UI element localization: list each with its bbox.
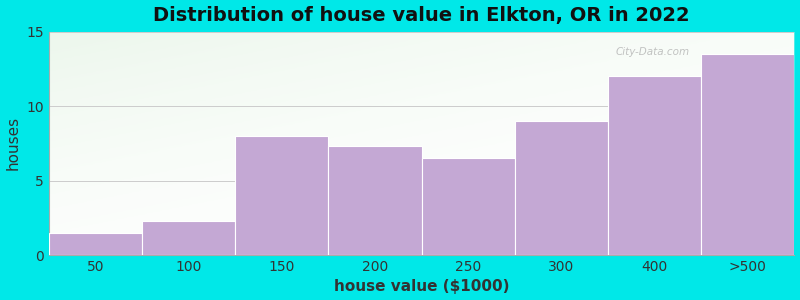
Bar	[49, 233, 142, 255]
X-axis label: house value ($1000): house value ($1000)	[334, 279, 510, 294]
Bar	[514, 121, 608, 255]
Bar	[328, 146, 422, 255]
Text: City-Data.com: City-Data.com	[615, 47, 690, 57]
Y-axis label: houses: houses	[6, 116, 21, 170]
Bar	[608, 76, 702, 255]
Bar	[142, 221, 235, 255]
Bar	[422, 158, 514, 255]
Bar	[702, 54, 794, 255]
Bar	[235, 136, 328, 255]
Title: Distribution of house value in Elkton, OR in 2022: Distribution of house value in Elkton, O…	[154, 6, 690, 25]
